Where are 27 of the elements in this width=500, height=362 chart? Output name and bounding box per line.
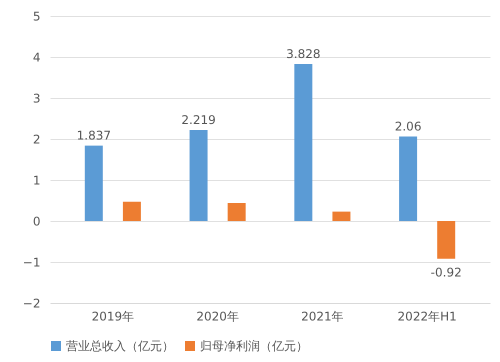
y-tick-label: 2: [32, 132, 40, 146]
bar: [437, 221, 456, 259]
data-label: 2.219: [181, 113, 216, 128]
data-label: 2.06: [394, 120, 422, 134]
x-tick-label: 2019年: [92, 310, 134, 324]
bar: [84, 146, 103, 221]
y-tick-label: −1: [22, 256, 40, 270]
x-tick-label: 2021年: [301, 310, 344, 324]
bar: [294, 64, 312, 221]
data-label: -0.92: [430, 266, 462, 280]
bar: [399, 136, 418, 221]
legend-label: 归母净利润（亿元）: [200, 339, 308, 353]
data-label: 3.828: [286, 47, 321, 62]
bar: [190, 130, 208, 221]
x-tick-label: 2022年H1: [398, 310, 457, 324]
y-tick-label: 0: [32, 214, 40, 228]
bar: [228, 202, 246, 221]
x-tick-label: 2020年: [196, 310, 239, 324]
data-label: 1.837: [76, 128, 111, 143]
legend-label: 营业总收入（亿元）: [66, 339, 174, 353]
y-tick-label: 5: [32, 10, 40, 24]
bar: [332, 212, 350, 221]
y-tick-label: 3: [32, 92, 40, 106]
y-tick-label: 1: [32, 174, 40, 188]
y-tick-label: 4: [32, 50, 40, 64]
y-tick-label: −2: [22, 296, 40, 310]
bar: [122, 202, 141, 221]
